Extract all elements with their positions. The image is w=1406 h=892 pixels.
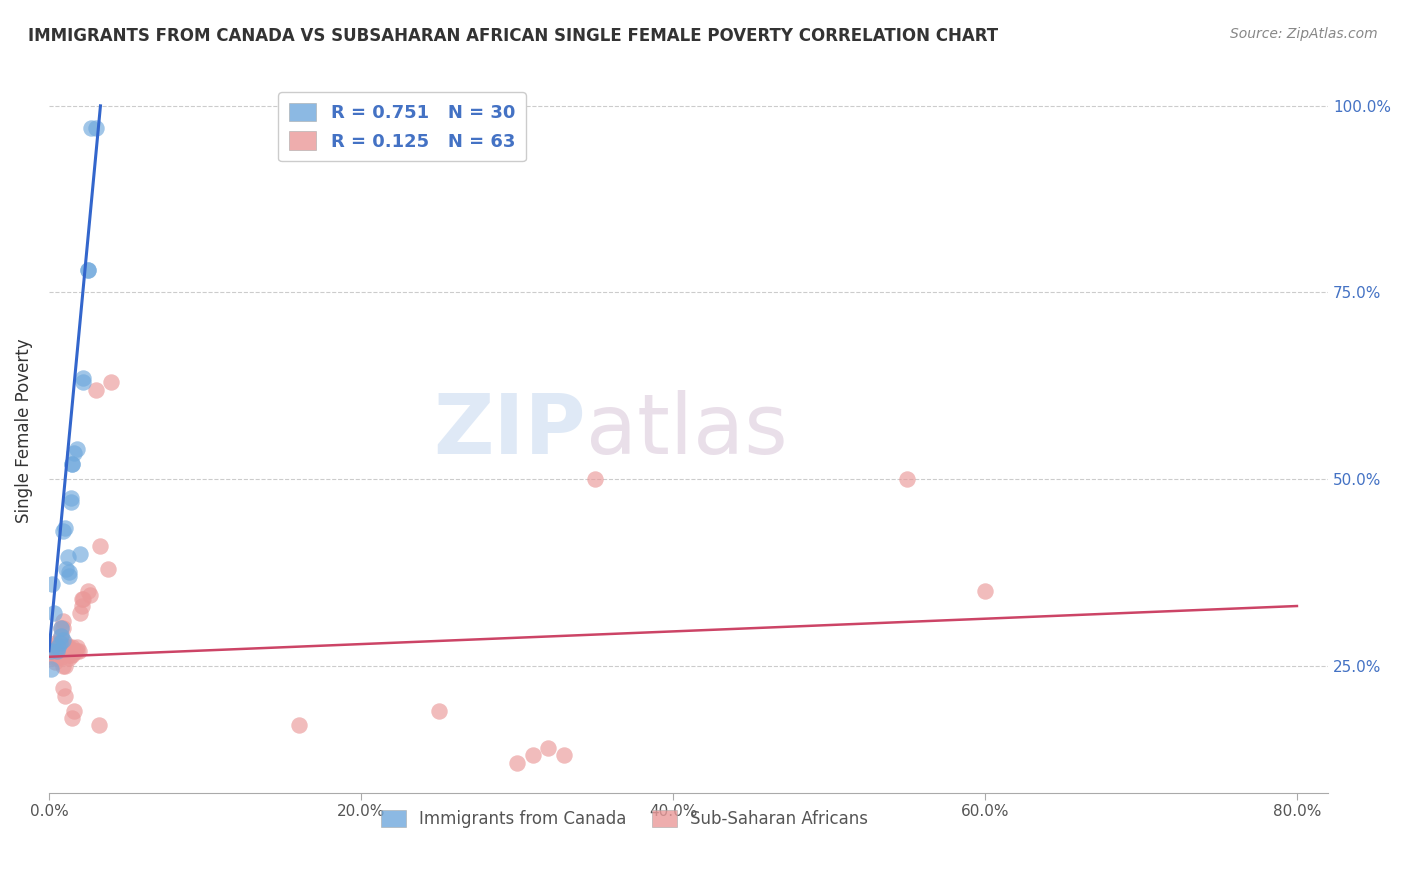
Point [70, 599, 93, 613]
Point [51, 622, 73, 636]
Point [537, 740, 560, 755]
Point [63, 704, 86, 718]
Point [69, 547, 91, 561]
Point [100, 375, 122, 389]
Point [84, 121, 107, 136]
Point [45, 644, 67, 658]
Point [58, 566, 80, 580]
Point [49, 648, 72, 662]
Point [55, 640, 77, 654]
Point [77, 263, 100, 277]
Point [66, 644, 89, 658]
Point [58, 640, 80, 654]
Point [41, 644, 63, 658]
Point [42, 651, 65, 665]
Point [58, 651, 80, 665]
Point [39, 644, 62, 658]
Point [51, 629, 73, 643]
Point [53, 636, 76, 650]
Point [49, 640, 72, 654]
Point [60, 457, 83, 471]
Point [72, 375, 94, 389]
Point [59, 491, 82, 505]
Point [59, 648, 82, 662]
Point [52, 658, 75, 673]
Point [52, 622, 75, 636]
Point [56, 550, 79, 565]
Point [59, 494, 82, 508]
Text: Source: ZipAtlas.com: Source: ZipAtlas.com [1230, 27, 1378, 41]
Point [60, 640, 83, 654]
Point [53, 689, 76, 703]
Point [45, 644, 67, 658]
Legend: Immigrants from Canada, Sub-Saharan Africans: Immigrants from Canada, Sub-Saharan Afri… [374, 804, 875, 835]
Point [52, 614, 75, 628]
Point [974, 584, 997, 599]
Point [287, 718, 309, 732]
Point [60, 648, 83, 662]
Point [65, 644, 87, 658]
Point [44, 636, 66, 650]
Point [53, 521, 76, 535]
Point [41, 576, 63, 591]
Point [553, 748, 575, 763]
Point [42, 648, 65, 662]
Point [45, 644, 67, 658]
Point [66, 442, 89, 457]
Point [67, 644, 90, 658]
Point [59, 644, 82, 658]
Point [53, 658, 76, 673]
Point [45, 651, 67, 665]
Point [44, 655, 66, 669]
Point [52, 681, 75, 695]
Point [56, 640, 79, 654]
Point [51, 636, 73, 650]
Point [55, 562, 77, 576]
Point [427, 704, 450, 718]
Point [46, 648, 69, 662]
Point [58, 569, 80, 583]
Point [72, 371, 94, 385]
Point [49, 636, 72, 650]
Point [55, 644, 77, 658]
Text: IMMIGRANTS FROM CANADA VS SUBSAHARAN AFRICAN SINGLE FEMALE POVERTY CORRELATION C: IMMIGRANTS FROM CANADA VS SUBSAHARAN AFR… [28, 27, 998, 45]
Point [52, 524, 75, 539]
Point [72, 591, 94, 606]
Point [69, 607, 91, 621]
Point [56, 644, 79, 658]
Point [70, 591, 93, 606]
Point [506, 756, 529, 770]
Point [49, 644, 72, 658]
Point [46, 640, 69, 654]
Point [84, 383, 107, 397]
Text: ZIP: ZIP [433, 390, 586, 471]
Point [56, 648, 79, 662]
Point [42, 607, 65, 621]
Point [60, 457, 83, 471]
Point [60, 711, 83, 725]
Point [80, 121, 103, 136]
Point [97, 562, 120, 576]
Point [77, 584, 100, 599]
Point [89, 539, 111, 553]
Point [583, 472, 606, 486]
Point [63, 446, 86, 460]
Point [52, 632, 75, 647]
Point [896, 472, 918, 486]
Point [87, 718, 110, 732]
Point [77, 263, 100, 277]
Point [79, 588, 101, 602]
Point [51, 622, 73, 636]
Y-axis label: Single Female Poverty: Single Female Poverty [15, 338, 32, 523]
Point [49, 651, 72, 665]
Text: atlas: atlas [586, 390, 787, 471]
Point [39, 663, 62, 677]
Point [45, 640, 67, 654]
Point [51, 629, 73, 643]
Point [522, 748, 544, 763]
Point [46, 636, 69, 650]
Point [66, 640, 89, 654]
